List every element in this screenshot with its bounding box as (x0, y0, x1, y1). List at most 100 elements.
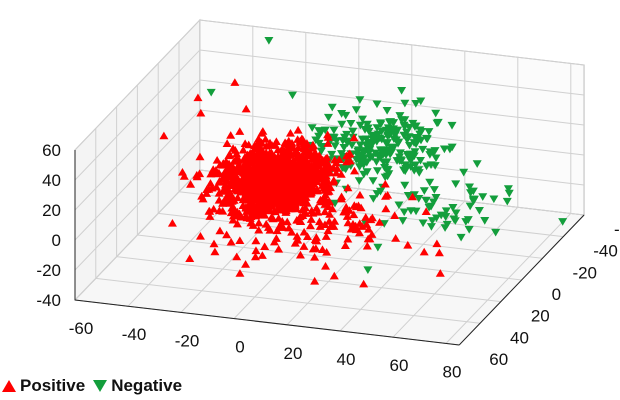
point-positive (159, 131, 169, 140)
point-negative (411, 140, 421, 149)
point-negative (348, 127, 358, 136)
point-positive (219, 185, 229, 194)
gridline-z (74, 49, 201, 181)
point-negative (394, 201, 404, 210)
point-negative (337, 120, 347, 129)
point-positive (249, 150, 259, 159)
point-negative (356, 152, 366, 161)
point-positive (218, 160, 228, 169)
point-positive (323, 139, 333, 147)
point-positive (251, 180, 261, 189)
point-negative (332, 137, 342, 145)
point-negative (425, 178, 435, 187)
point-positive (242, 181, 252, 190)
point-positive (256, 193, 266, 201)
point-positive (284, 223, 294, 232)
point-positive (177, 167, 187, 176)
point-positive (435, 269, 445, 277)
point-negative (382, 106, 392, 115)
point-positive (226, 237, 236, 246)
point-positive (355, 190, 365, 199)
point-positive (304, 180, 314, 188)
point-negative (364, 141, 374, 149)
point-positive (276, 174, 286, 183)
point-positive (293, 143, 303, 152)
point-negative (383, 146, 393, 155)
point-positive (167, 218, 177, 227)
point-positive (350, 166, 360, 175)
point-negative (409, 166, 419, 175)
point-negative (459, 168, 469, 177)
gridline-y (137, 234, 522, 281)
point-positive (288, 157, 298, 166)
legend-item-negative: Negative (93, 376, 182, 396)
point-positive (227, 176, 237, 185)
point-positive (254, 225, 264, 234)
point-positive (255, 164, 265, 173)
point-positive (276, 202, 286, 210)
point-positive (353, 201, 363, 210)
point-negative (400, 123, 410, 132)
point-positive (291, 196, 301, 205)
point-positive (273, 145, 283, 154)
point-positive (270, 207, 280, 216)
z-tick-label: 0 (52, 231, 61, 250)
point-negative (327, 103, 337, 112)
point-positive (327, 204, 337, 213)
point-positive (233, 193, 243, 202)
point-negative (449, 215, 459, 224)
point-positive (302, 151, 312, 160)
legend-item-positive: Positive (2, 376, 85, 396)
point-positive (390, 211, 400, 220)
point-positive (301, 140, 311, 148)
point-positive (239, 172, 249, 180)
point-positive (248, 200, 258, 209)
point-negative (465, 183, 475, 192)
point-negative (474, 207, 484, 215)
x-axis-line (74, 299, 460, 346)
point-positive (222, 139, 232, 147)
point-negative (410, 133, 420, 142)
point-positive (226, 131, 236, 139)
point-positive (361, 213, 371, 221)
point-negative (502, 197, 512, 206)
point-positive (253, 147, 263, 156)
x-tick-label: 0 (235, 338, 244, 357)
point-negative (451, 180, 461, 189)
point-negative (503, 185, 513, 193)
point-positive (320, 186, 330, 194)
point-negative (364, 148, 374, 157)
point-positive (383, 190, 393, 199)
point-positive (230, 78, 240, 86)
point-positive (284, 148, 294, 156)
point-negative (558, 218, 568, 226)
point-positive (209, 168, 219, 176)
point-positive (302, 198, 312, 207)
point-positive (296, 187, 306, 195)
point-positive (296, 180, 306, 189)
point-positive (258, 200, 268, 209)
point-positive (193, 93, 203, 102)
point-negative (357, 135, 367, 144)
point-positive (301, 171, 311, 180)
point-positive (321, 232, 331, 240)
point-positive (408, 192, 418, 201)
point-positive (432, 239, 442, 248)
point-positive (251, 236, 261, 245)
point-negative (351, 106, 361, 114)
point-positive (241, 260, 251, 268)
point-positive (274, 163, 284, 172)
point-positive (351, 221, 361, 230)
point-positive (300, 203, 310, 212)
point-negative (372, 100, 382, 109)
point-positive (250, 252, 260, 261)
point-positive (195, 152, 205, 161)
gridline-y (116, 256, 501, 303)
point-negative (408, 119, 418, 128)
gridline-y (158, 212, 543, 259)
point-negative (400, 181, 410, 190)
point-negative (329, 126, 339, 135)
point-positive (245, 158, 255, 167)
point-negative (355, 163, 365, 171)
point-positive (235, 178, 245, 186)
